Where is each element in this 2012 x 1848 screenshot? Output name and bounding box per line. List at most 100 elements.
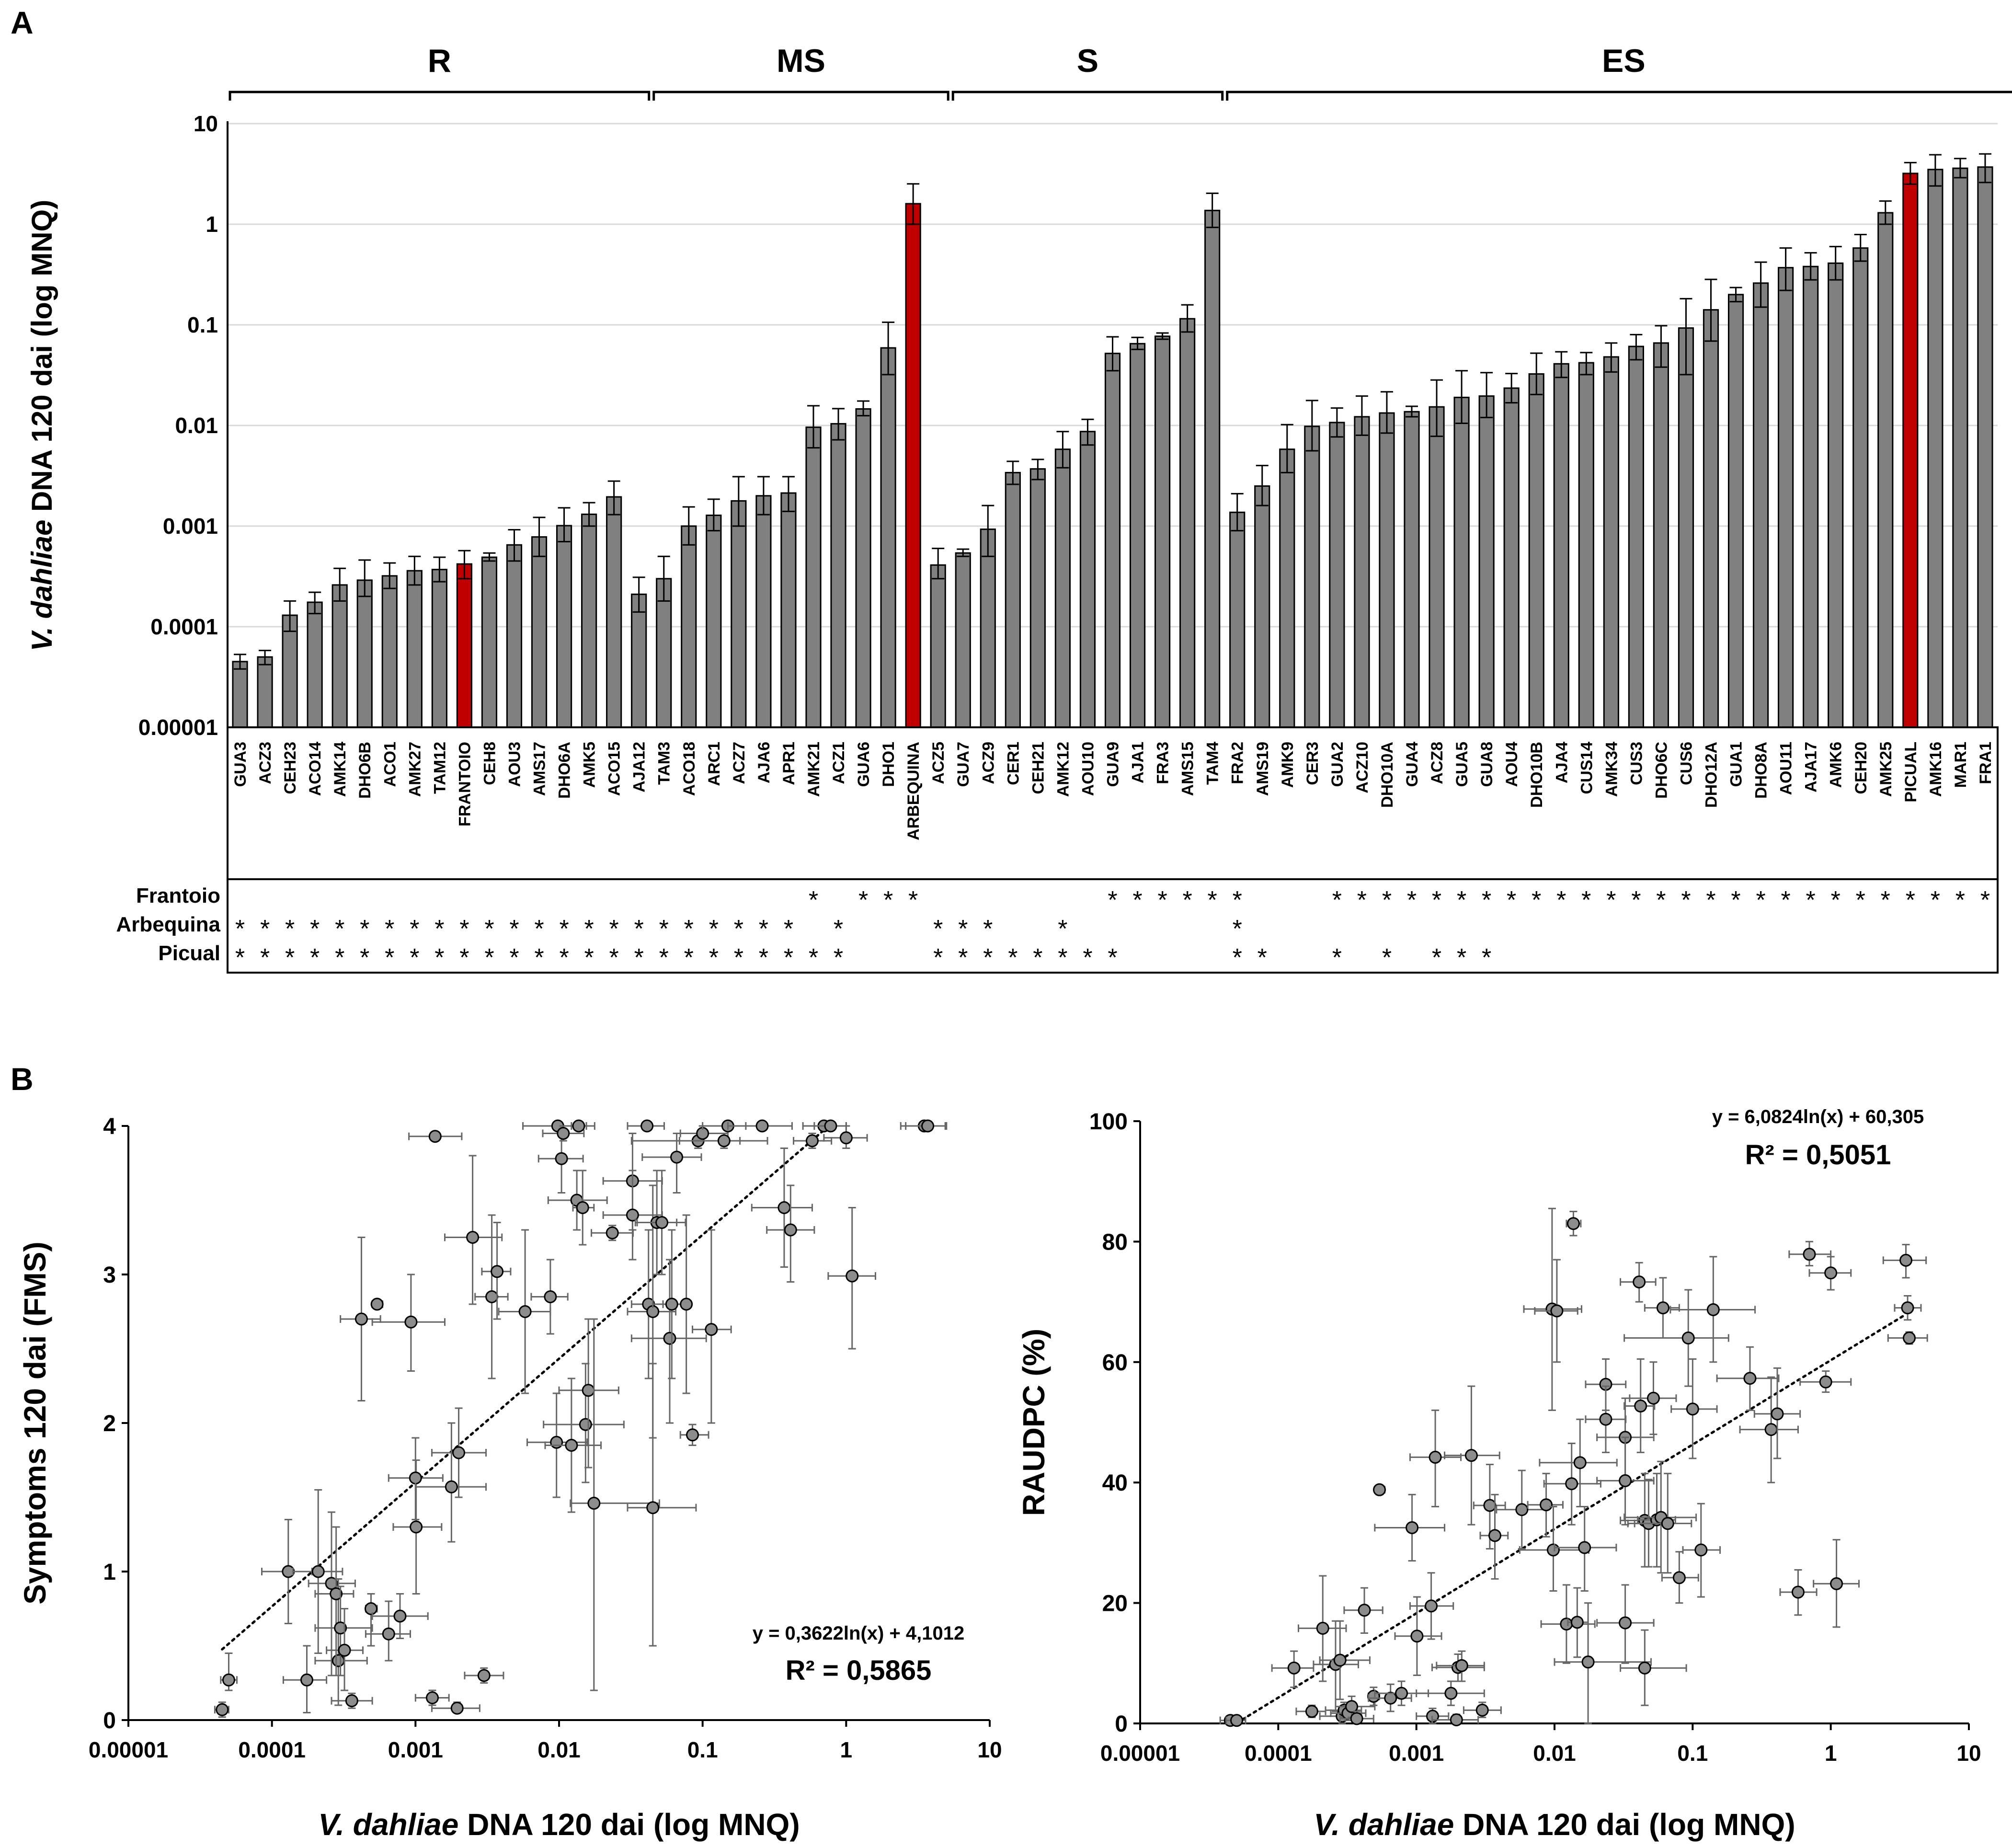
bar: [1753, 282, 1769, 728]
data-point: [428, 1130, 442, 1143]
bar: [1977, 166, 1993, 728]
significance-mark: *: [260, 944, 270, 972]
data-point: [557, 1127, 570, 1140]
bar: [531, 536, 548, 728]
significance-mark: *: [634, 915, 644, 943]
bar: [1877, 212, 1894, 728]
significance-mark: *: [1931, 886, 1940, 914]
x-tick-label: DHO6B: [356, 742, 374, 799]
x-tick-label: TAM4: [1204, 742, 1222, 785]
bar: [1603, 356, 1619, 728]
r-squared: R² = 0,5865: [786, 1655, 932, 1686]
x-tick-label: AJA12: [630, 742, 649, 792]
x-tick-label: AMK5: [581, 742, 599, 788]
y-tick-label: 3: [103, 1263, 116, 1288]
x-tick-label: AMK21: [805, 742, 823, 797]
data-point: [445, 1480, 458, 1493]
y-axis-label: V. dahliae DNA 120 dai (log MNQ): [26, 200, 58, 651]
bar: [656, 578, 672, 728]
scatter-chart-fms: 0 1 2 3 4 0.00001 0.0001 0.001 0.01 0.1 1 10 V. dahl…: [18, 1114, 1002, 1842]
significance-mark: *: [684, 915, 694, 943]
y-tick-label: 0: [1115, 1711, 1128, 1737]
significance-mark: *: [684, 944, 694, 972]
data-point: [1672, 1571, 1686, 1584]
significance-mark: *: [883, 886, 893, 914]
x-tick-label: ACO15: [606, 742, 624, 796]
significance-mark: *: [858, 886, 868, 914]
data-point: [1367, 1689, 1380, 1703]
x-tick-label: AMK16: [1927, 742, 1945, 797]
significance-mark: *: [410, 944, 419, 972]
group-label: MS: [777, 43, 825, 79]
data-point: [409, 1471, 422, 1485]
data-point: [1573, 1456, 1587, 1469]
significance-mark: *: [1556, 886, 1566, 914]
bar: [706, 514, 722, 728]
data-point: [1515, 1503, 1529, 1516]
significance-mark: *: [335, 944, 344, 972]
data-point: [1566, 1217, 1580, 1230]
x-tick-label: 1: [1825, 1741, 1837, 1766]
bar: [356, 579, 373, 728]
significance-mark: *: [1132, 886, 1142, 914]
significance-mark: *: [1033, 944, 1042, 972]
significance-mark: *: [1731, 886, 1740, 914]
y-tick-label: 1: [103, 1560, 116, 1585]
x-tick-label: 0.001: [1389, 1741, 1444, 1766]
data-point: [1316, 1621, 1329, 1635]
data-point: [777, 1201, 791, 1214]
comparison-row-label: Picual: [158, 941, 220, 965]
significance-mark: *: [459, 944, 469, 972]
data-point: [393, 1609, 407, 1623]
y-tick-label: 0.01: [175, 413, 218, 438]
bar: [431, 569, 447, 728]
bar: [481, 556, 498, 728]
r-squared: R² = 0,5051: [1745, 1139, 1891, 1171]
significance-mark: *: [584, 944, 594, 972]
significance-mark: *: [360, 944, 369, 972]
bar: [1703, 309, 1719, 728]
data-point: [582, 1384, 595, 1397]
data-point: [1488, 1529, 1501, 1542]
x-tick-label: 0.01: [1533, 1741, 1576, 1766]
data-point: [1333, 1653, 1347, 1667]
bar: [855, 408, 871, 728]
bar: [1429, 406, 1445, 728]
data-point: [1578, 1541, 1591, 1554]
x-tick-label: AOU11: [1777, 742, 1795, 795]
data-point: [665, 1297, 678, 1311]
data-point: [1350, 1712, 1363, 1725]
data-point: [1901, 1301, 1914, 1315]
data-point: [839, 1131, 853, 1145]
x-axis-label: V. dahliae DNA 120 dai (log MNQ): [318, 1807, 800, 1842]
comparison-table-frame: [227, 726, 1999, 974]
significance-mark: *: [434, 944, 444, 972]
bar: [1029, 468, 1046, 728]
bar: [1279, 448, 1295, 728]
bar: [1778, 267, 1794, 728]
bar: [1828, 262, 1844, 728]
y-tick-label: 2: [103, 1411, 116, 1436]
data-point: [1450, 1713, 1463, 1726]
x-tick-label: CEH8: [480, 742, 499, 785]
bar: [1727, 294, 1744, 728]
x-tick-label: 0.00001: [89, 1737, 168, 1762]
significance-mark: *: [734, 944, 743, 972]
significance-mark: *: [584, 915, 594, 943]
y-axis-label: RAUDPC (%): [1017, 1329, 1051, 1516]
x-tick-label: ACO14: [306, 742, 324, 796]
data-point: [1410, 1630, 1424, 1643]
significance-mark: *: [734, 915, 743, 943]
data-point: [216, 1703, 229, 1716]
data-point: [1830, 1577, 1843, 1590]
x-tick-label: PICUAL: [1902, 742, 1920, 803]
x-tick-label: AOU4: [1503, 742, 1521, 787]
bar: [456, 563, 472, 728]
x-tick-label: 0.001: [388, 1737, 443, 1762]
scatter-chart-raudpc: 0 20 40 60 80 100 0.00001 0.0001 0.001 0.01 0.1 1 10…: [1017, 1106, 1981, 1842]
y-tick-label: 100: [1089, 1109, 1128, 1135]
bar: [980, 528, 996, 728]
x-tick-label: AJA4: [1553, 742, 1571, 783]
bar: [905, 203, 921, 728]
